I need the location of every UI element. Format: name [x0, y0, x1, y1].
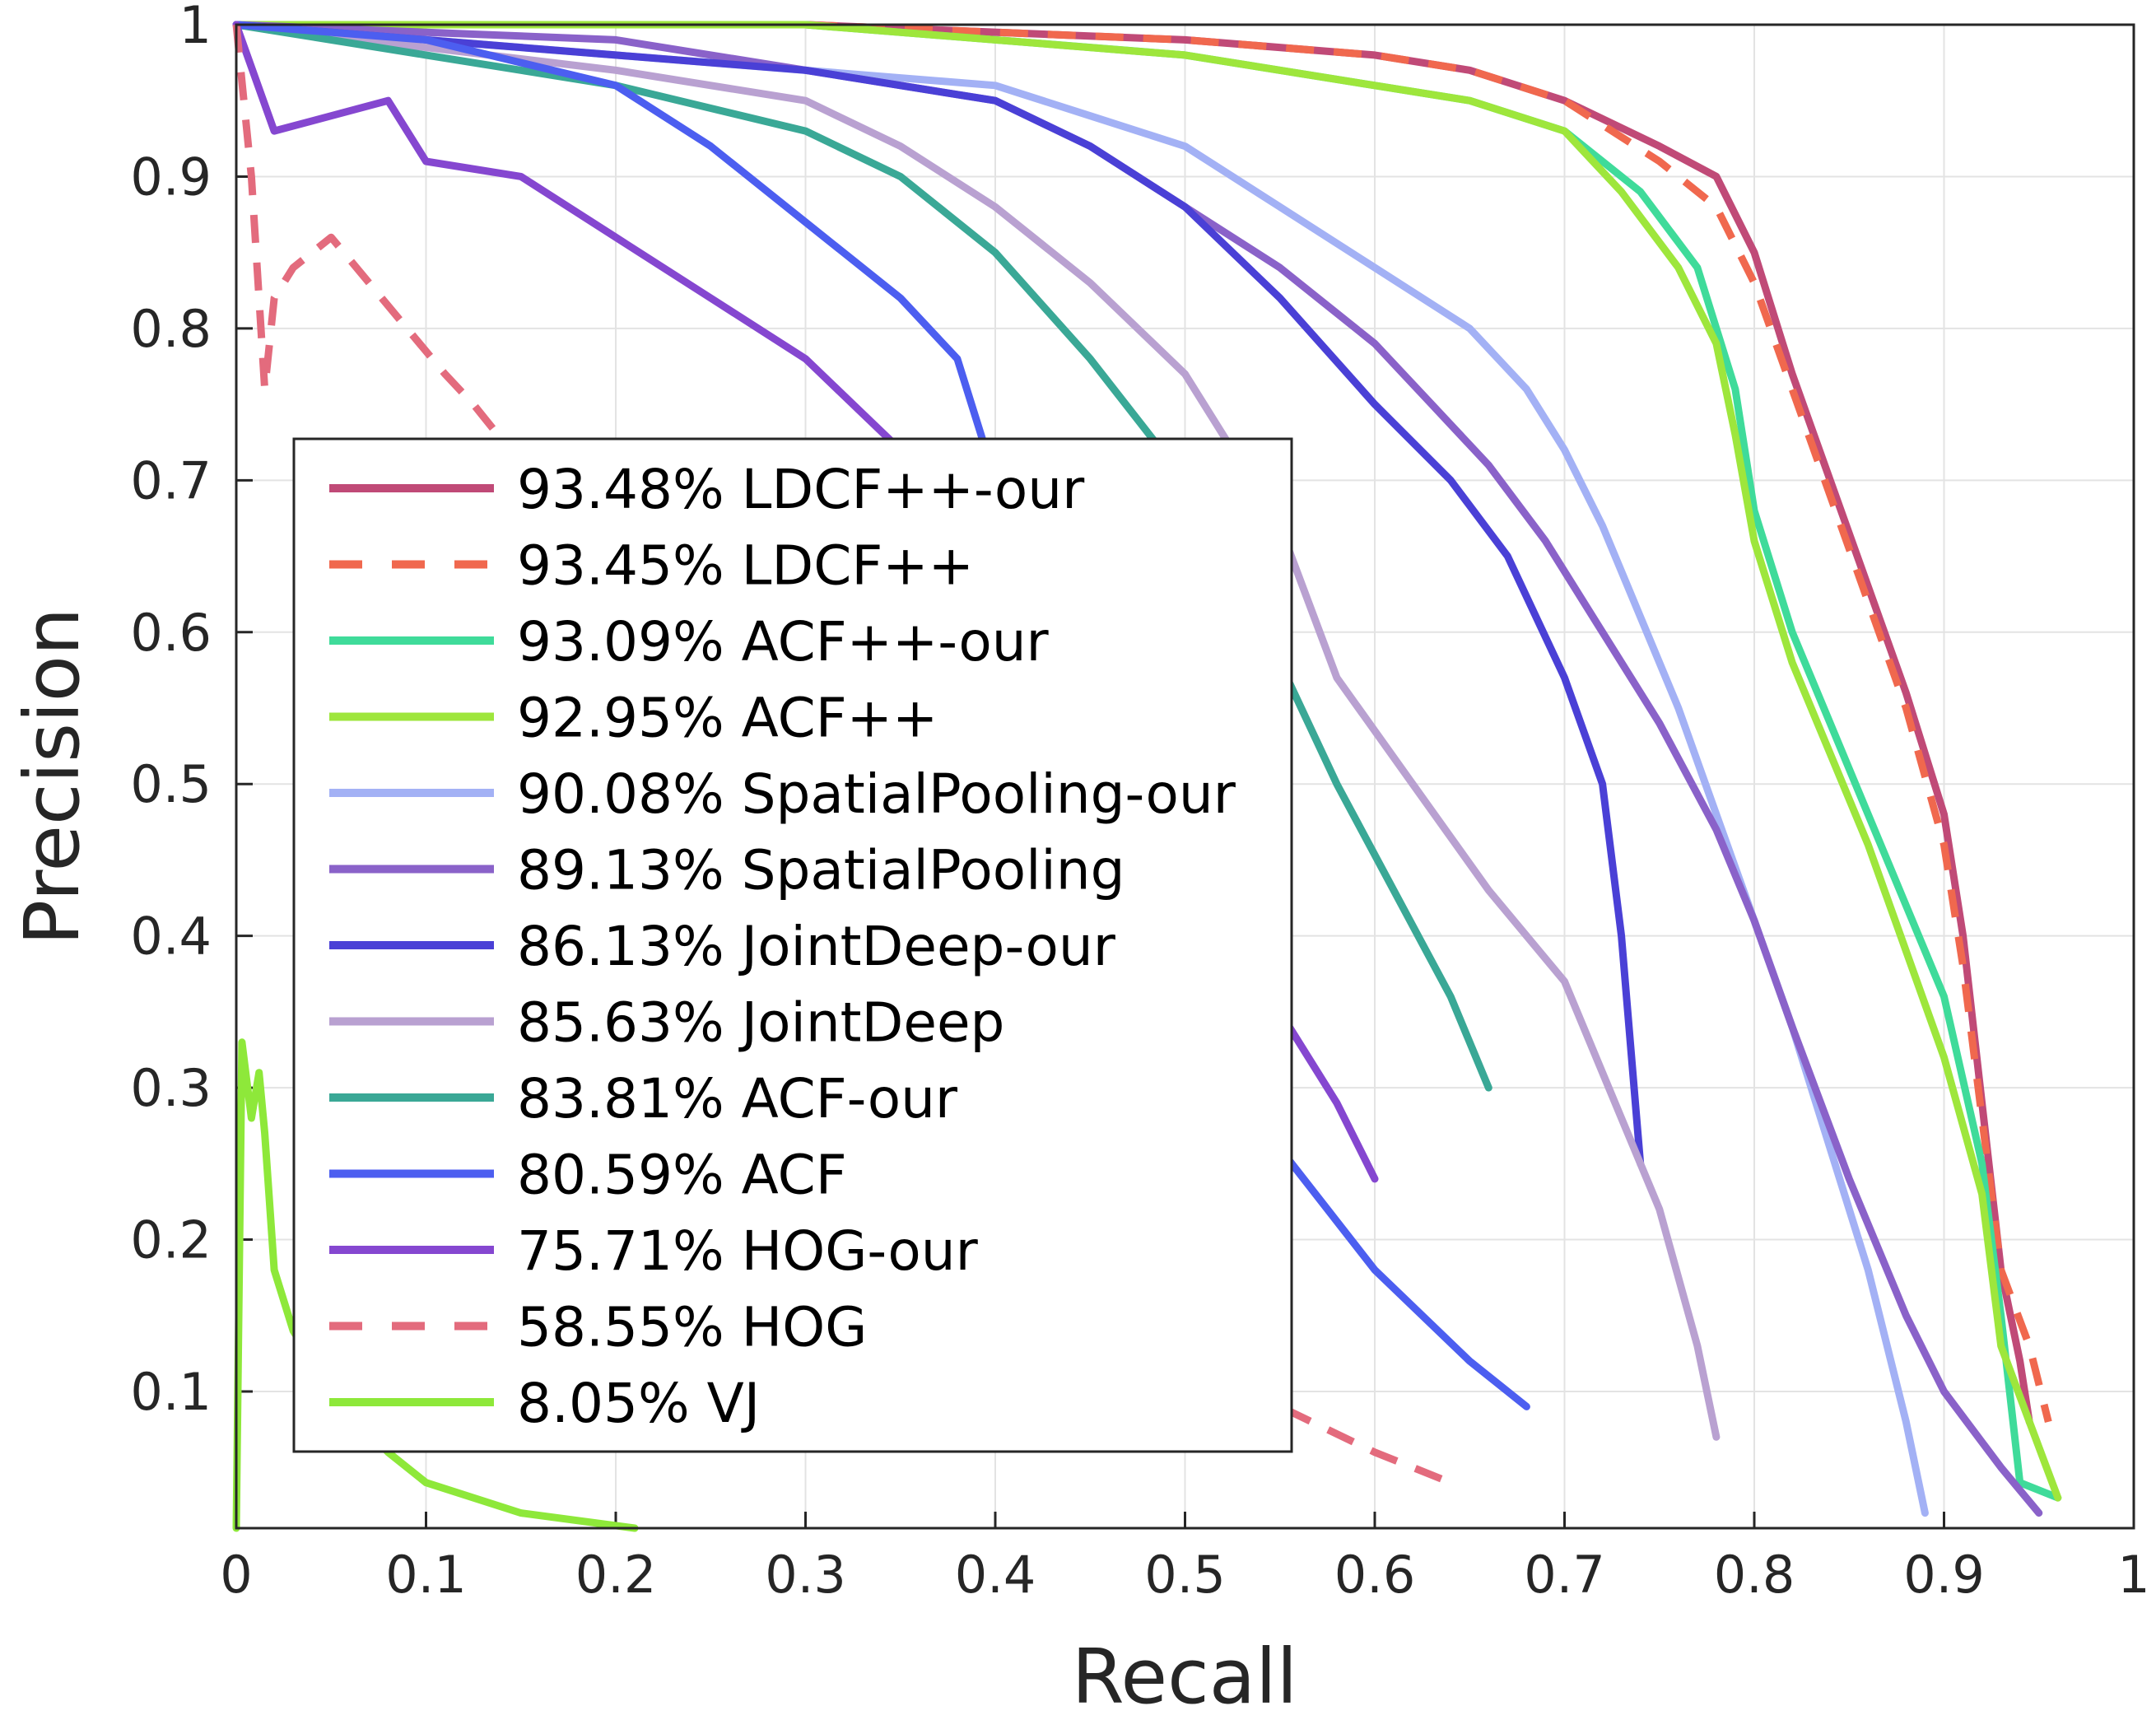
legend-label-10: 75.71% HOG-our [517, 1219, 979, 1283]
y-tick-label: 0.5 [130, 754, 212, 814]
y-tick-label: 0.4 [130, 907, 212, 967]
x-tick-label: 0.4 [955, 1545, 1036, 1605]
legend-label-3: 92.95% ACF++ [517, 687, 938, 750]
y-tick-label: 0.1 [130, 1362, 212, 1422]
legend-label-11: 58.55% HOG [517, 1296, 867, 1359]
plot-frame [235, 23, 2135, 1530]
y-axis-title: Precision [8, 608, 96, 946]
legend-label-5: 89.13% SpatialPooling [517, 839, 1125, 902]
series-line-6 [232, 21, 1645, 1168]
legend-label-4: 90.08% SpatialPooling-our [517, 762, 1236, 826]
legend-label-8: 83.81% ACF-our [517, 1067, 958, 1130]
y-tick-label: 0.9 [130, 147, 212, 207]
y-tick-label: 1 [179, 0, 212, 55]
y-tick-label: 0.2 [130, 1210, 212, 1270]
y-tick-labels: 0.1 0.2 0.3 0.4 0.5 0.6 0.7 0.8 0.9 1 [130, 0, 212, 1422]
x-tick-labels: 0 0.1 0.2 0.3 0.4 0.5 0.6 0.7 0.8 0.9 1 [220, 1545, 2149, 1605]
series-line-9 [232, 21, 1530, 1410]
series-line-12 [232, 1038, 639, 1532]
series-line-3 [232, 21, 2062, 1502]
y-tick-label: 0.8 [130, 299, 212, 359]
series-line-4 [232, 21, 1929, 1517]
legend-label-12: 8.05% VJ [517, 1372, 760, 1435]
y-tick-label: 0.6 [130, 603, 212, 663]
legend-label-6: 86.13% JointDeep-our [517, 915, 1116, 978]
legend-label-9: 80.59% ACF [517, 1144, 847, 1207]
x-tick-label: 0.3 [765, 1545, 846, 1605]
legend-label-0: 93.48% LDCF++-our [517, 458, 1085, 521]
legend-label-7: 85.63% JointDeep [517, 991, 1004, 1055]
x-tick-label: 0.2 [575, 1545, 657, 1605]
y-tick-label: 0.7 [130, 450, 212, 510]
series-line-7 [232, 21, 1721, 1441]
x-tick-label: 0.8 [1714, 1545, 1795, 1605]
x-tick-label: 0.7 [1524, 1545, 1605, 1605]
x-tick-label: 1 [2117, 1545, 2149, 1605]
x-tick-label: 0 [220, 1545, 252, 1605]
x-tick-label: 0.9 [1903, 1545, 1985, 1605]
legend-label-1: 93.45% LDCF++ [517, 534, 974, 598]
x-tick-label: 0.1 [385, 1545, 467, 1605]
x-tick-label: 0.5 [1144, 1545, 1226, 1605]
x-tick-label: 0.6 [1334, 1545, 1416, 1605]
y-tick-label: 0.3 [130, 1058, 212, 1118]
legend: 93.48% LDCF++-our 93.45% LDCF++ 93.09% ACF… [292, 437, 1293, 1453]
x-axis-title: Recall [1072, 1633, 1297, 1720]
legend-label-2: 93.09% ACF++-our [517, 610, 1050, 674]
series-layer [232, 21, 2062, 1532]
